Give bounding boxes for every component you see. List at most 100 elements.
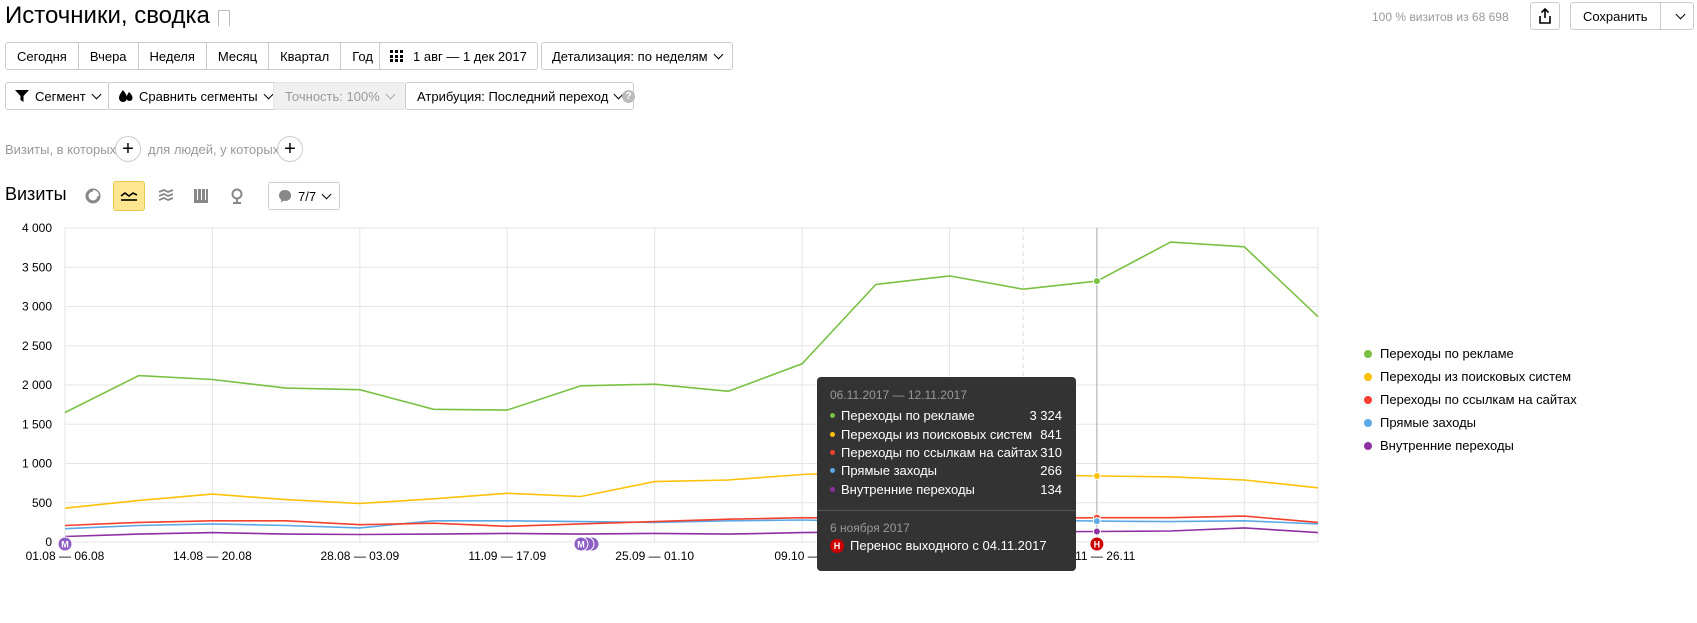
y-tick-label: 3 500 xyxy=(22,260,52,274)
add-people-condition-button[interactable]: + xyxy=(277,136,303,162)
line-chart-icon[interactable] xyxy=(113,181,145,211)
tooltip-row: Переходы из поисковых систем 841 xyxy=(830,427,1062,442)
tooltip-note: Н Перенос выходного с 04.11.2017 xyxy=(830,538,1047,553)
tooltip-label: Переходы по рекламе xyxy=(841,408,975,423)
tooltip-row: Переходы по рекламе 3 324 xyxy=(830,408,1062,423)
period-today[interactable]: Сегодня xyxy=(5,42,79,70)
save-dropdown-button[interactable] xyxy=(1659,3,1693,29)
legend-dot xyxy=(1364,441,1372,450)
legend-dot xyxy=(1364,395,1372,404)
series-line xyxy=(64,527,1319,538)
legend-item[interactable]: Внутренние переходы xyxy=(1364,434,1577,457)
period-selector: Сегодня Вчера Неделя Месяц Квартал Год xyxy=(5,42,385,70)
tooltip-row: Внутренние переходы 134 xyxy=(830,482,1062,497)
legend-label: Переходы из поисковых систем xyxy=(1380,369,1572,384)
period-month[interactable]: Месяц xyxy=(206,42,270,70)
period-week[interactable]: Неделя xyxy=(138,42,207,70)
date-range-button[interactable]: 1 авг — 1 дек 2017 xyxy=(379,42,538,70)
share-button[interactable] xyxy=(1530,2,1560,30)
hover-point xyxy=(1092,517,1101,526)
x-tick-label: 01.08 — 06.08 xyxy=(26,549,105,563)
chevron-down-icon xyxy=(713,49,724,59)
date-range-label: 1 авг — 1 дек 2017 xyxy=(413,48,527,64)
tooltip-row: Прямые заходы 266 xyxy=(830,463,1062,478)
event-marker-stack xyxy=(579,536,595,552)
series-line xyxy=(64,470,1319,509)
hover-point xyxy=(1092,471,1101,480)
series-counter: 7/7 xyxy=(298,188,317,204)
tooltip-value: 3 324 xyxy=(1029,408,1062,423)
add-visit-condition-button[interactable]: + xyxy=(115,136,141,162)
x-tick-label: 25.09 — 01.10 xyxy=(615,549,694,563)
attribution-select[interactable]: Атрибуция: Последний переход xyxy=(405,82,635,110)
legend-label: Переходы по ссылкам на сайтах xyxy=(1380,392,1577,407)
viz-title: Визиты xyxy=(5,184,67,204)
chart-legend: Переходы по рекламе Переходы из поисковы… xyxy=(1364,342,1577,457)
chart-tooltip: 06.11.2017 — 12.11.2017 Переходы по рекл… xyxy=(817,377,1076,571)
calendar-icon xyxy=(390,50,403,62)
legend-dot xyxy=(1364,418,1372,427)
event-marker-label: М xyxy=(577,540,585,550)
period-quarter[interactable]: Квартал xyxy=(269,42,342,70)
bookmark-icon[interactable] xyxy=(217,10,230,31)
x-tick-label: 11.09 — 17.09 xyxy=(468,549,546,563)
holiday-badge-icon: Н xyxy=(830,538,844,553)
tooltip-label: Прямые заходы xyxy=(841,463,938,478)
chevron-down-icon xyxy=(263,89,274,99)
legend-item[interactable]: Переходы из поисковых систем xyxy=(1364,365,1577,388)
accuracy-select[interactable]: Точность: 100% xyxy=(273,82,406,110)
map-pin-icon[interactable] xyxy=(221,181,253,211)
chevron-down-icon xyxy=(385,89,396,99)
tooltip-note-text: Перенос выходного с 04.11.2017 xyxy=(850,538,1047,553)
legend-dot xyxy=(1364,349,1372,358)
compare-segments-label: Сравнить сегменты xyxy=(139,88,258,104)
event-marker-label: М xyxy=(61,540,69,550)
attribution-label: Атрибуция: Последний переход xyxy=(417,88,609,104)
series-selector[interactable]: 7/7 xyxy=(268,182,341,210)
tooltip-dot xyxy=(830,413,835,418)
legend-item[interactable]: Прямые заходы xyxy=(1364,411,1577,434)
x-tick-label: 28.08 — 03.09 xyxy=(320,549,399,563)
compare-segments-button[interactable]: Сравнить сегменты xyxy=(108,82,282,110)
y-tick-label: 2 000 xyxy=(22,378,52,392)
y-tick-label: 500 xyxy=(32,496,52,510)
tooltip-dot xyxy=(830,487,835,492)
share-icon xyxy=(1539,8,1551,24)
y-tick-label: 1 500 xyxy=(22,417,52,431)
bar-chart-icon[interactable] xyxy=(185,181,217,211)
detail-select[interactable]: Детализация: по неделям xyxy=(541,42,733,70)
legend-label: Переходы по рекламе xyxy=(1380,346,1514,361)
x-tick-label: 14.08 — 20.08 xyxy=(173,549,252,563)
segment-button[interactable]: Сегмент xyxy=(5,82,110,110)
chevron-down-icon xyxy=(321,189,332,199)
chevron-down-icon xyxy=(91,89,102,99)
period-yesterday[interactable]: Вчера xyxy=(78,42,139,70)
drops-icon xyxy=(119,90,133,102)
comment-icon xyxy=(279,190,291,203)
tooltip-value: 310 xyxy=(1040,445,1062,460)
legend-item[interactable]: Переходы по рекламе xyxy=(1364,342,1577,365)
tooltip-dot xyxy=(830,432,835,437)
event-marker xyxy=(1089,536,1105,552)
event-marker xyxy=(573,536,589,552)
hover-point xyxy=(1092,527,1101,536)
page-title: Источники, сводка xyxy=(5,2,230,31)
period-year[interactable]: Год xyxy=(341,42,385,70)
y-tick-label: 0 xyxy=(45,535,52,549)
tooltip-separator xyxy=(817,510,1076,511)
area-chart-icon[interactable] xyxy=(150,181,182,211)
tooltip-dot xyxy=(830,468,835,473)
pie-chart-icon[interactable] xyxy=(77,181,109,211)
tooltip-dot xyxy=(830,450,835,455)
detail-label: Детализация: по неделям xyxy=(552,48,708,64)
legend-label: Прямые заходы xyxy=(1380,415,1477,430)
funnel-icon xyxy=(15,90,29,102)
help-icon[interactable]: ? xyxy=(622,90,635,103)
save-button[interactable]: Сохранить xyxy=(1570,2,1694,30)
tooltip-value: 841 xyxy=(1040,427,1062,442)
series-line xyxy=(64,515,1319,528)
y-tick-label: 2 500 xyxy=(22,339,52,353)
legend-item[interactable]: Переходы по ссылкам на сайтах xyxy=(1364,388,1577,411)
people-condition-hint: для людей, у которых xyxy=(148,142,280,157)
tooltip-label: Внутренние переходы xyxy=(841,482,975,497)
